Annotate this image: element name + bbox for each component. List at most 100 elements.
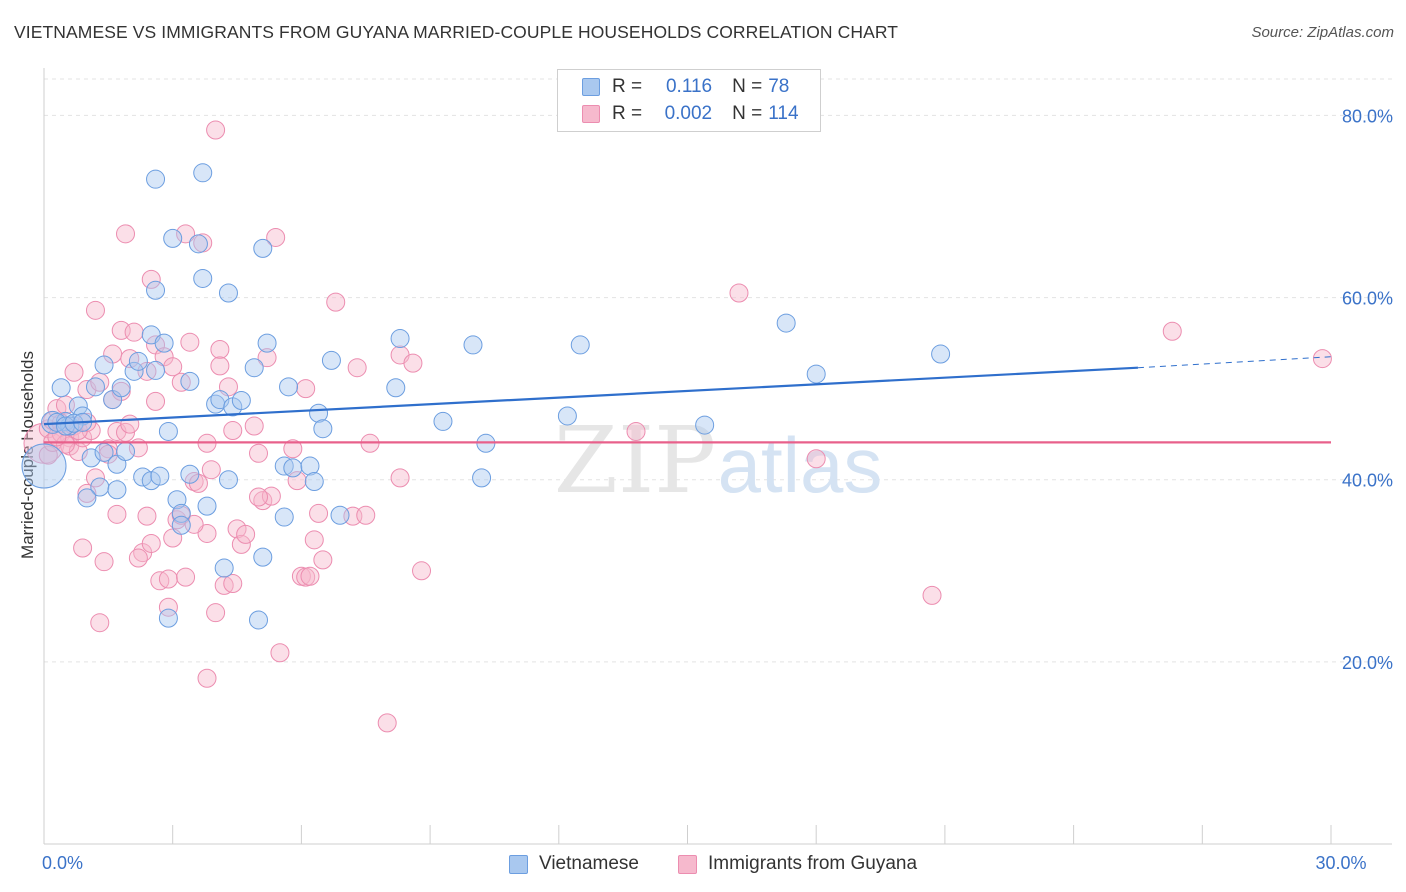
y-tick-label: 40.0% — [1342, 471, 1393, 491]
legend-n-value: 114 — [768, 103, 799, 124]
bottom-legend-label: Vietnamese — [539, 853, 639, 874]
vietnamese-point — [330, 505, 350, 525]
y-tick-label: 60.0% — [1342, 289, 1393, 309]
guyana-point — [197, 523, 217, 543]
guyana-point — [249, 443, 268, 463]
guyana-point — [73, 538, 93, 558]
stats-legend: R = 0.116 N = 78 R = 0.002 N = 114 — [557, 69, 821, 132]
vietnamese-point — [171, 515, 191, 535]
bottom-legend-swatch-pink — [678, 854, 697, 874]
guyana-point — [94, 552, 114, 572]
guyana-point — [85, 468, 105, 488]
guyana-point — [176, 224, 196, 244]
guyana-point — [107, 504, 127, 524]
guyana-point — [304, 530, 324, 550]
guyana-point — [244, 416, 264, 436]
vietnamese-point — [197, 496, 217, 516]
vietnamese-point — [141, 471, 161, 491]
vietnamese-point — [193, 163, 213, 183]
bottom-legend-swatch-blue — [509, 854, 528, 874]
vietnamese-point — [116, 441, 136, 461]
guyana-point — [806, 449, 826, 469]
vietnamese-point — [695, 415, 715, 435]
y-tick-label: 20.0% — [1342, 653, 1393, 673]
guyana-point — [309, 503, 329, 523]
guyana-point — [1162, 321, 1182, 341]
trend-lines — [43, 356, 1332, 444]
vietnamese-point — [249, 610, 268, 630]
guyana-point — [231, 534, 251, 554]
guyana-point — [137, 506, 157, 526]
vietnamese-point — [180, 371, 200, 391]
tick-labels: 20.0% 40.0% 60.0% 80.0% 0.0% 30.0% — [42, 106, 1393, 873]
guyana-point — [223, 574, 243, 594]
guyana-point — [206, 603, 226, 623]
vietnamese-point — [390, 329, 410, 349]
vietnamese-point — [150, 466, 170, 486]
vietnamese-trend-line — [43, 366, 1139, 426]
vietnamese-point — [193, 268, 213, 288]
guyana-point — [180, 332, 200, 352]
vietnamese-point — [283, 458, 303, 478]
guyana-point — [729, 283, 749, 303]
vietnamese-point — [931, 344, 951, 364]
vietnamese-point — [806, 364, 826, 384]
vietnamese-point — [85, 377, 105, 397]
vietnamese-point — [146, 169, 166, 189]
source-label: Source: ZipAtlas.com — [1251, 24, 1394, 41]
legend-n-value: 78 — [768, 76, 790, 97]
guyana-point — [176, 567, 196, 587]
guyana-point — [390, 468, 410, 488]
legend-r-label: R = — [612, 103, 643, 124]
guyana-point — [300, 566, 320, 586]
guyana-point — [197, 668, 217, 688]
legend-r-label: R = — [612, 76, 643, 97]
legend-swatch-blue — [582, 78, 600, 96]
series-vietnamese-points — [21, 163, 951, 630]
guyana-point — [210, 339, 230, 359]
guyana-point — [626, 421, 646, 441]
legend-swatch-pink — [582, 105, 600, 123]
guyana-point — [158, 597, 178, 617]
chart-title: VIETNAMESE VS IMMIGRANTS FROM GUYANA MAR… — [14, 22, 899, 42]
guyana-point — [296, 379, 316, 399]
vietnamese-point — [21, 443, 67, 489]
guyana-point — [206, 120, 226, 140]
vietnamese-point — [776, 313, 796, 333]
vietnamese-point — [111, 378, 131, 398]
watermark: ZIP atlas — [554, 407, 882, 514]
guyana-point — [326, 292, 346, 312]
vietnamese-point — [304, 472, 324, 492]
vietnamese-point — [321, 350, 341, 370]
guyana-point — [266, 227, 286, 247]
vietnamese-point — [128, 351, 148, 371]
vietnamese-point — [163, 228, 183, 248]
guyana-point — [38, 445, 58, 465]
vietnamese-point — [188, 234, 208, 254]
vietnamese-point — [433, 411, 453, 431]
vietnamese-point — [463, 335, 483, 355]
guyana-point — [85, 300, 105, 320]
guyana-point — [313, 550, 333, 570]
vietnamese-point — [180, 464, 200, 484]
guyana-point — [257, 348, 277, 368]
vietnamese-point — [279, 377, 299, 397]
vietnamese-point — [146, 360, 166, 380]
vietnamese-point — [158, 421, 178, 441]
vietnamese-point — [124, 361, 144, 381]
x-tick-label: 30.0% — [1315, 853, 1366, 873]
guyana-point — [210, 356, 230, 376]
vietnamese-point — [154, 333, 174, 353]
y-tick-label: 80.0% — [1342, 106, 1393, 126]
vietnamese-trend-extension — [1137, 356, 1332, 369]
vietnamese-point — [107, 480, 127, 500]
vietnamese-point — [253, 238, 273, 258]
watermark-zip: ZIP — [554, 407, 716, 514]
guyana-point — [120, 414, 140, 434]
legend-n-label: N = — [732, 103, 763, 124]
bottom-legend-label: Immigrants from Guyana — [708, 853, 918, 874]
guyana-point — [236, 524, 256, 544]
x-tick-label: 0.0% — [42, 853, 83, 873]
vietnamese-point — [81, 448, 101, 468]
